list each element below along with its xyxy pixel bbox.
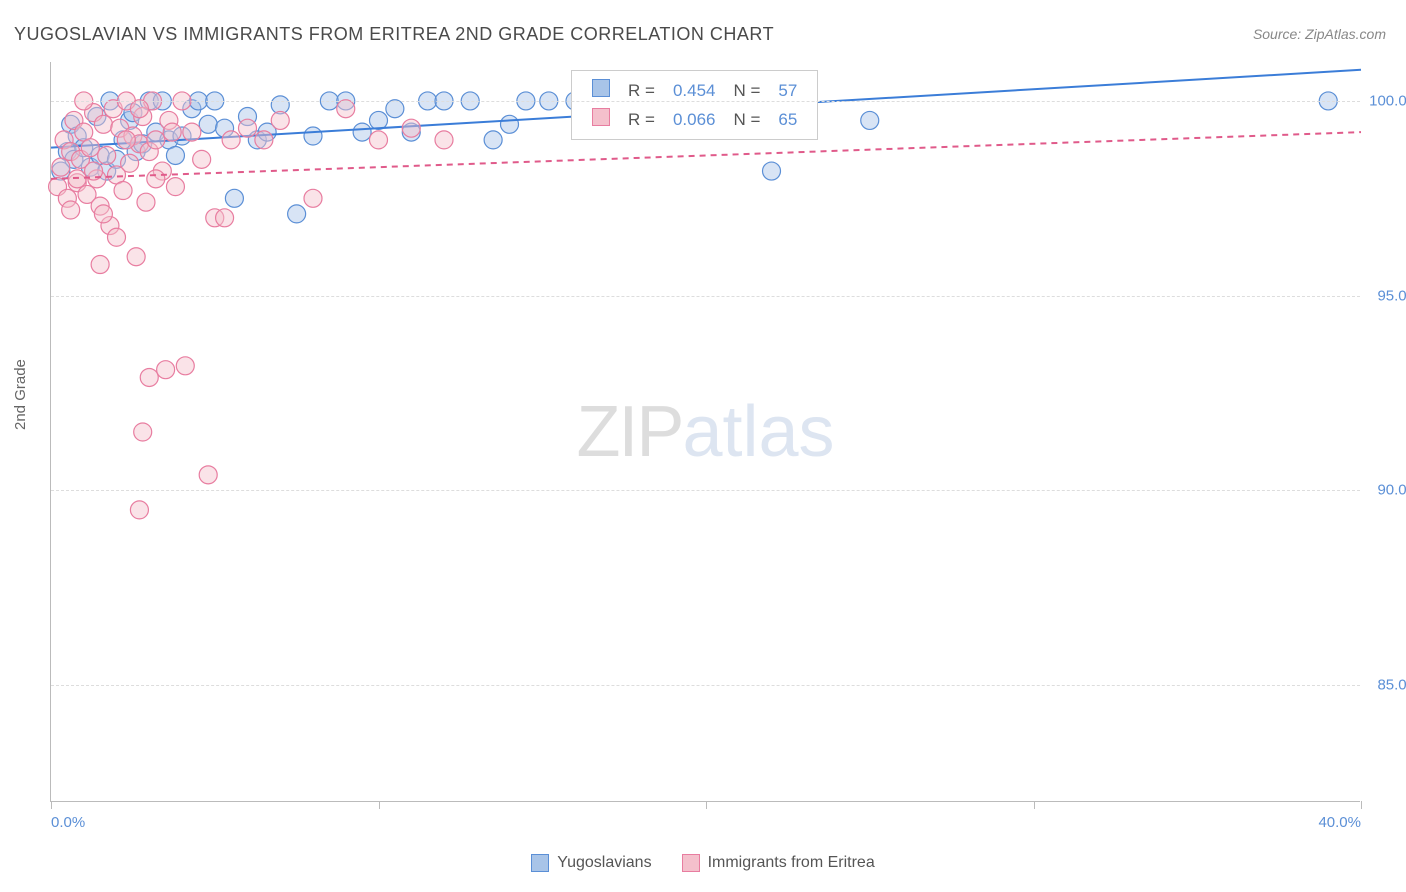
data-point <box>166 146 184 164</box>
x-tick-label-min: 0.0% <box>51 814 85 831</box>
data-point <box>193 150 211 168</box>
gridline-h <box>51 101 1360 102</box>
data-point <box>62 201 80 219</box>
data-point <box>130 501 148 519</box>
data-point <box>147 170 165 188</box>
legend-swatch <box>592 79 610 97</box>
data-point <box>91 256 109 274</box>
legend-label: Yugoslavians <box>557 854 651 872</box>
gridline-h <box>51 490 1360 491</box>
n-value: 65 <box>770 106 805 133</box>
data-point <box>134 423 152 441</box>
n-value: 57 <box>770 77 805 104</box>
data-point <box>147 131 165 149</box>
stats-legend-row: R =0.066N =65 <box>584 106 805 133</box>
legend-swatch <box>592 108 610 126</box>
y-tick-label: 95.0% <box>1377 287 1406 304</box>
y-axis-label: 2nd Grade <box>12 359 29 430</box>
data-point <box>176 357 194 375</box>
chart-title: YUGOSLAVIAN VS IMMIGRANTS FROM ERITREA 2… <box>14 24 774 45</box>
data-point <box>271 111 289 129</box>
stats-legend-table: R =0.454N =57R =0.066N =65 <box>582 75 807 135</box>
n-label: N = <box>725 106 768 133</box>
data-point <box>121 154 139 172</box>
data-point <box>353 123 371 141</box>
data-point <box>163 123 181 141</box>
gridline-h <box>51 296 1360 297</box>
data-point <box>222 131 240 149</box>
bottom-legend: Yugoslavians Immigrants from Eritrea <box>0 854 1406 872</box>
y-tick-label: 90.0% <box>1377 482 1406 499</box>
data-point <box>225 189 243 207</box>
scatter-plot-svg <box>51 62 1360 801</box>
chart-plot-area: ZIPatlas R =0.454N =57R =0.066N =65 85.0… <box>50 62 1360 802</box>
data-point <box>108 228 126 246</box>
source-attribution: Source: ZipAtlas.com <box>1253 26 1386 42</box>
legend-label: Immigrants from Eritrea <box>708 854 875 872</box>
data-point <box>216 209 234 227</box>
x-tick <box>51 801 52 809</box>
data-point <box>239 119 257 137</box>
legend-item: Immigrants from Eritrea <box>682 854 875 872</box>
n-label: N = <box>725 77 768 104</box>
data-point <box>166 178 184 196</box>
data-point <box>140 368 158 386</box>
data-point <box>127 248 145 266</box>
data-point <box>199 466 217 484</box>
r-label: R = <box>620 106 663 133</box>
data-point <box>370 111 388 129</box>
data-point <box>386 100 404 118</box>
data-point <box>199 115 217 133</box>
data-point <box>98 146 116 164</box>
legend-swatch <box>682 854 700 872</box>
x-tick <box>379 801 380 809</box>
data-point <box>304 189 322 207</box>
data-point <box>763 162 781 180</box>
data-point <box>94 205 112 223</box>
r-value: 0.066 <box>665 106 724 133</box>
data-point <box>255 131 273 149</box>
x-tick <box>706 801 707 809</box>
gridline-h <box>51 685 1360 686</box>
x-tick-label-max: 40.0% <box>1318 814 1361 831</box>
data-point <box>94 115 112 133</box>
data-point <box>137 193 155 211</box>
stats-legend-box: R =0.454N =57R =0.066N =65 <box>571 70 818 140</box>
data-point <box>288 205 306 223</box>
data-point <box>484 131 502 149</box>
data-point <box>52 158 70 176</box>
r-value: 0.454 <box>665 77 724 104</box>
data-point <box>117 131 135 149</box>
x-tick <box>1034 801 1035 809</box>
data-point <box>114 182 132 200</box>
x-tick <box>1361 801 1362 809</box>
y-tick-label: 100.0% <box>1369 92 1406 109</box>
data-point <box>130 100 148 118</box>
legend-item: Yugoslavians <box>531 854 651 872</box>
data-point <box>183 123 201 141</box>
data-point <box>81 139 99 157</box>
data-point <box>435 131 453 149</box>
data-point <box>157 361 175 379</box>
data-point <box>337 100 355 118</box>
data-point <box>304 127 322 145</box>
y-tick-label: 85.0% <box>1377 677 1406 694</box>
r-label: R = <box>620 77 663 104</box>
legend-swatch <box>531 854 549 872</box>
data-point <box>370 131 388 149</box>
data-point <box>501 115 519 133</box>
data-point <box>861 111 879 129</box>
stats-legend-row: R =0.454N =57 <box>584 77 805 104</box>
data-point <box>402 119 420 137</box>
